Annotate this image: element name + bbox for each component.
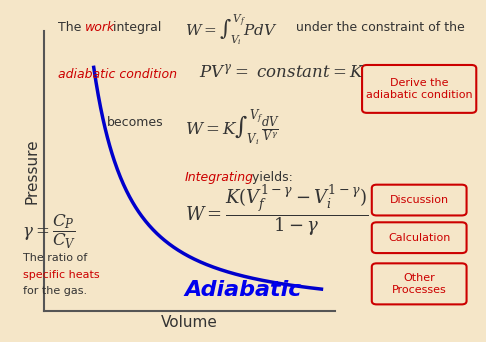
Text: Derive the
adiabatic condition: Derive the adiabatic condition xyxy=(366,78,472,100)
Text: $W = \int_{V_i}^{V_f} PdV$: $W = \int_{V_i}^{V_f} PdV$ xyxy=(185,12,278,47)
Text: work: work xyxy=(85,21,115,34)
Text: The ratio of: The ratio of xyxy=(23,253,87,263)
X-axis label: Volume: Volume xyxy=(161,315,218,330)
Y-axis label: Pressure: Pressure xyxy=(25,138,39,204)
Text: under the constraint of the: under the constraint of the xyxy=(292,21,464,34)
Text: for the gas.: for the gas. xyxy=(23,286,87,295)
Text: Calculation: Calculation xyxy=(388,233,451,243)
Text: $\gamma = \dfrac{C_P}{C_V}$: $\gamma = \dfrac{C_P}{C_V}$ xyxy=(22,212,76,251)
Text: becomes: becomes xyxy=(107,116,164,129)
Text: Other
Processes: Other Processes xyxy=(392,273,447,295)
Text: Adiabatic: Adiabatic xyxy=(185,280,302,300)
Text: integral: integral xyxy=(109,21,162,34)
Text: $W = K\int_{V_i}^{V_f} \frac{dV}{V^{\gamma}}$: $W = K\int_{V_i}^{V_f} \frac{dV}{V^{\gam… xyxy=(185,108,279,149)
Text: specific heats: specific heats xyxy=(23,270,100,280)
Text: $PV^{\gamma}= \ constant = K$: $PV^{\gamma}= \ constant = K$ xyxy=(199,63,365,81)
Text: Integrating: Integrating xyxy=(185,171,254,184)
Text: Discussion: Discussion xyxy=(390,195,449,205)
Text: yields:: yields: xyxy=(248,171,293,184)
Text: The: The xyxy=(58,21,86,34)
Text: $W = \dfrac{K(V_f^{1-\gamma} - V_i^{1-\gamma})}{1-\gamma}$: $W = \dfrac{K(V_f^{1-\gamma} - V_i^{1-\g… xyxy=(185,183,368,238)
Text: adiabatic condition: adiabatic condition xyxy=(58,68,177,81)
